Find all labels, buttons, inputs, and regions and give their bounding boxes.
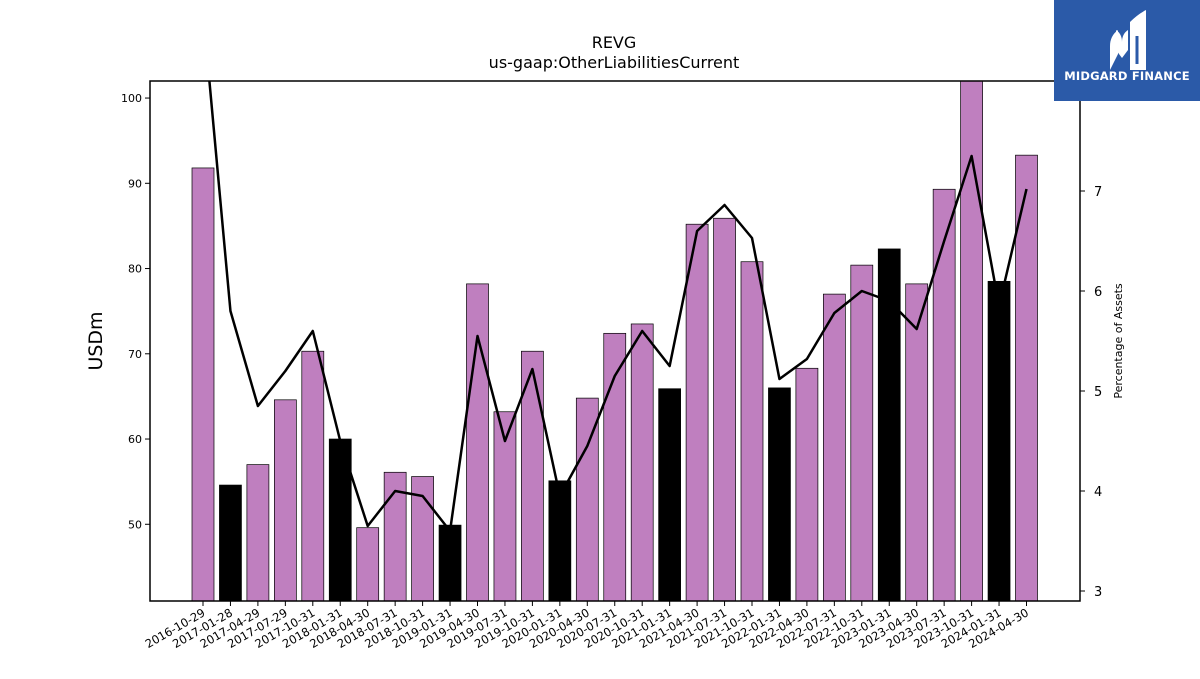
bar-2019-04-30 xyxy=(466,283,489,602)
brand-logo-text: MIDGARD FINANCE xyxy=(1064,69,1190,83)
bar-2020-07-31 xyxy=(603,332,627,602)
bar-2020-01-31 xyxy=(548,480,572,602)
bar-2017-01-28 xyxy=(219,484,242,602)
y2-tick-label: 4 xyxy=(1094,485,1102,500)
bar-2021-10-31 xyxy=(740,261,764,602)
y-axis-label: USDm xyxy=(85,311,107,370)
bar-2024-01-31 xyxy=(987,280,1011,602)
series-line-pct-assets xyxy=(208,81,1028,533)
chart-subtitle: us-gaap:OtherLiabilitiesCurrent xyxy=(489,53,740,72)
bar-2018-04-30 xyxy=(356,527,380,602)
y-tick-label: 80 xyxy=(128,263,142,276)
bar-2023-07-31 xyxy=(932,188,956,602)
bar-2019-01-31 xyxy=(438,524,462,602)
bar-2023-04-30 xyxy=(905,283,929,602)
bar-2021-01-31 xyxy=(658,388,682,602)
y-tick-label: 60 xyxy=(128,433,142,446)
y2-tick-label: 6 xyxy=(1094,285,1102,300)
bar-2017-07-29 xyxy=(274,399,297,602)
bar-2017-10-31 xyxy=(301,350,325,602)
bar-2022-07-31 xyxy=(822,293,846,602)
chart-title: REVG xyxy=(592,33,637,52)
bar-2022-10-31 xyxy=(850,264,874,602)
y2-tick-label: 3 xyxy=(1094,585,1102,600)
bar-2021-04-30 xyxy=(685,223,709,602)
bar-2021-07-31 xyxy=(713,217,736,602)
bar-2020-10-31 xyxy=(630,323,654,602)
bar-2017-04-29 xyxy=(246,464,270,602)
y2-axis-label: Percentage of Assets xyxy=(1112,283,1125,399)
midgard-m-logo-icon xyxy=(1110,10,1146,70)
y2-tick-label: 7 xyxy=(1094,185,1102,200)
y-tick-label: 100 xyxy=(121,92,142,105)
y-tick-label: 70 xyxy=(128,348,142,361)
bar-2022-04-30 xyxy=(795,367,819,602)
brand-logo: MIDGARD FINANCE xyxy=(1054,0,1200,101)
bar-2016-10-29 xyxy=(191,167,215,602)
plot-area: 5060708090100345672016-10-292017-01-2820… xyxy=(121,80,1102,651)
bar-2022-01-31 xyxy=(768,387,791,602)
y2-tick-label: 5 xyxy=(1094,385,1102,400)
y-tick-label: 90 xyxy=(128,177,142,190)
y-tick-label: 50 xyxy=(128,518,142,531)
